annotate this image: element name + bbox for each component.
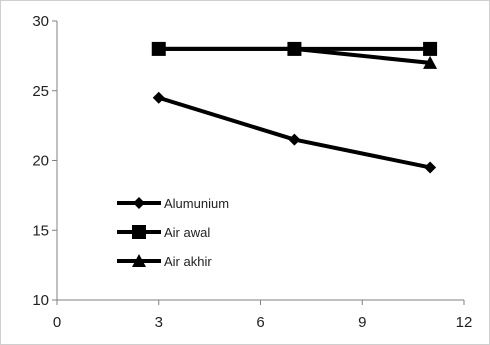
y-tick-label: 20 <box>32 153 49 170</box>
x-tick-label: 9 <box>358 314 366 331</box>
legend-label: Alumunium <box>164 196 229 211</box>
data-point-diamond <box>288 133 301 146</box>
legend-item: Alumunium <box>117 196 229 211</box>
series-air-akhir <box>151 41 438 69</box>
tick-labels: 10 15 20 25 30 0 3 6 9 12 <box>32 13 472 331</box>
y-tick-label: 25 <box>32 83 49 100</box>
axes <box>52 20 465 305</box>
y-tick-label: 15 <box>32 222 49 239</box>
series-alumunium <box>152 91 437 174</box>
data-point-triangle <box>287 41 302 55</box>
legend-marker-triangle <box>132 254 146 267</box>
x-tick-label: 3 <box>155 314 163 331</box>
x-tick-label: 6 <box>256 314 264 331</box>
data-point-diamond <box>152 91 165 104</box>
y-tick-label: 30 <box>32 13 49 30</box>
y-tick-label: 10 <box>32 292 49 309</box>
data-point-square <box>423 41 438 56</box>
x-tick-label: 0 <box>53 314 61 331</box>
data-point-diamond <box>424 161 437 174</box>
x-tick-label: 12 <box>456 314 473 331</box>
legend-item: Air akhir <box>117 254 212 269</box>
legend-label: Air awal <box>164 225 210 240</box>
legend-label: Air akhir <box>164 254 212 269</box>
legend: Alumunium Air awal Air akhir <box>117 196 229 269</box>
series-layer <box>151 41 438 174</box>
legend-item: Air awal <box>117 225 210 240</box>
data-point-triangle <box>151 41 166 55</box>
legend-marker-diamond <box>133 197 145 209</box>
data-point-triangle <box>423 55 438 69</box>
legend-marker-square <box>132 225 146 239</box>
